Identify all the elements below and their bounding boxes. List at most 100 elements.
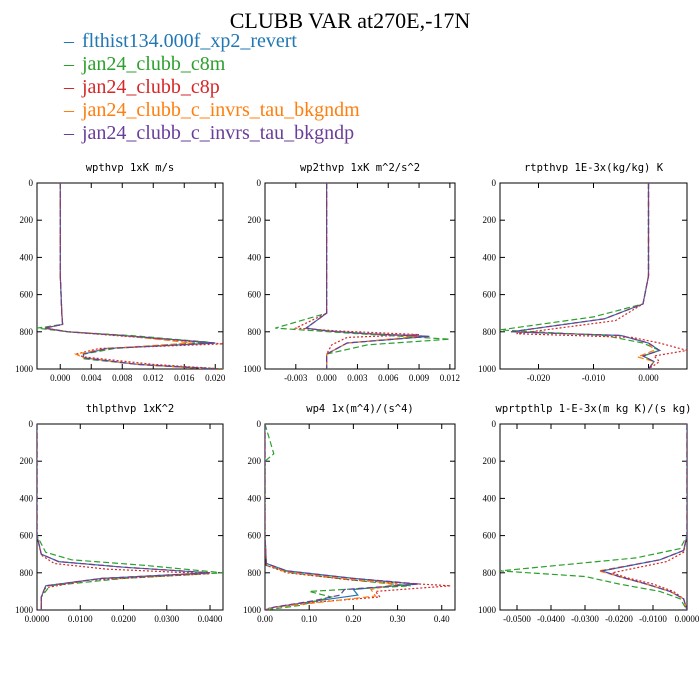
legend-dash: – — [64, 30, 74, 52]
y-tick-label: 800 — [20, 327, 34, 337]
series-line — [44, 183, 223, 369]
y-tick-label: 800 — [248, 327, 262, 337]
series-line — [265, 424, 411, 610]
x-tick-label: 0.020 — [205, 373, 226, 383]
x-tick-label: 0.008 — [112, 373, 133, 383]
x-tick-label: 0.0200 — [111, 614, 136, 624]
x-tick-label: 0.20 — [345, 614, 361, 624]
y-tick-label: 1000 — [15, 605, 34, 615]
legend-item: – flthist134.000f_xp2_revert — [64, 30, 360, 53]
x-tick-label: 0.0300 — [154, 614, 179, 624]
x-tick-label: -0.0400 — [537, 614, 565, 624]
y-tick-label: 400 — [20, 252, 34, 262]
y-tick-label: 200 — [248, 215, 262, 225]
legend-label: jan24_clubb_c_invrs_tau_bkgndm — [82, 99, 360, 121]
series-line — [44, 183, 208, 369]
series-line — [516, 183, 687, 369]
x-tick-label: -0.010 — [582, 373, 606, 383]
plot-panel: wpthvp 1xK m/s 0 200 400 600 800 1000 0.000 0.00… — [15, 162, 226, 383]
x-tick-label: 0.10 — [301, 614, 317, 624]
series-line — [37, 424, 211, 610]
series-line — [304, 183, 420, 369]
series-line — [609, 424, 687, 610]
y-tick-label: 800 — [483, 568, 497, 578]
legend-label: jan24_clubb_c8m — [82, 53, 226, 75]
plot-title: thlpthvp 1xK^2 — [86, 403, 175, 415]
x-tick-label: 0.016 — [174, 373, 195, 383]
y-tick-label: 800 — [483, 327, 497, 337]
legend-dash: – — [64, 99, 74, 121]
y-tick-label: 600 — [20, 290, 34, 300]
plot-panel: rtpthvp 1E-3x(kg/kg) K 0 200 400 600 800 1000 -… — [478, 162, 688, 383]
legend-item: – jan24_clubb_c8m — [64, 53, 360, 76]
series-line — [510, 183, 661, 369]
x-tick-label: 0.0100 — [68, 614, 93, 624]
y-tick-label: 0 — [29, 178, 34, 188]
series-line — [304, 183, 430, 369]
legend-label: flthist134.000f_xp2_revert — [82, 30, 297, 52]
x-tick-label: -0.003 — [284, 373, 308, 383]
legend-item: – jan24_clubb_c_invrs_tau_bkgndp — [64, 122, 360, 145]
x-tick-label: 0.012 — [440, 373, 460, 383]
x-tick-label: 0.0400 — [198, 614, 223, 624]
y-tick-label: 1000 — [478, 605, 497, 615]
x-tick-label: 0.000 — [638, 373, 659, 383]
y-tick-label: 1000 — [478, 364, 497, 374]
plot-title: rtpthvp 1E-3x(kg/kg) K — [524, 162, 664, 174]
series-line — [599, 424, 687, 610]
legend-dash: – — [64, 122, 74, 144]
series-line — [598, 424, 687, 610]
legend-item: – jan24_clubb_c8p — [64, 76, 360, 99]
x-tick-label: 0.40 — [434, 614, 450, 624]
legend-dash: – — [64, 76, 74, 98]
x-tick-label: 0.009 — [409, 373, 430, 383]
y-tick-label: 200 — [20, 456, 34, 466]
y-tick-label: 1000 — [243, 364, 262, 374]
y-tick-label: 600 — [20, 531, 34, 541]
plot-title: wp2thvp 1xK m^2/s^2 — [300, 162, 420, 174]
series-line — [500, 424, 687, 610]
y-tick-label: 1000 — [243, 605, 262, 615]
series-line — [265, 424, 420, 610]
series-line — [293, 183, 420, 369]
x-tick-label: 0.006 — [378, 373, 399, 383]
y-tick-label: 200 — [483, 456, 497, 466]
x-tick-label: 0.00 — [257, 614, 273, 624]
plot-frame — [36, 182, 224, 370]
x-tick-label: -0.0300 — [571, 614, 599, 624]
series-line — [37, 424, 223, 610]
page-title: CLUBB VAR at270E,-17N — [229, 8, 471, 33]
legend-label: jan24_clubb_c_invrs_tau_bkgndp — [82, 122, 355, 144]
x-tick-label: 0.000 — [316, 373, 337, 383]
x-tick-label: -0.0500 — [503, 614, 531, 624]
series-line — [510, 183, 661, 369]
x-tick-label: -0.0100 — [639, 614, 667, 624]
legend-item: – jan24_clubb_c_invrs_tau_bkgndm — [64, 99, 360, 122]
plot-frame — [264, 423, 456, 611]
x-tick-label: 0.003 — [347, 373, 368, 383]
legend-label: jan24_clubb_c8p — [82, 76, 220, 98]
y-tick-label: 0 — [257, 419, 262, 429]
y-tick-label: 200 — [483, 215, 497, 225]
y-tick-label: 600 — [248, 290, 262, 300]
legend: – flthist134.000f_xp2_revert – jan24_clubb… — [64, 30, 360, 145]
series-line — [37, 424, 211, 610]
y-tick-label: 0 — [492, 419, 497, 429]
plot-frame — [36, 423, 224, 611]
x-tick-label: -0.020 — [527, 373, 551, 383]
plot-frame — [499, 182, 688, 370]
plot-title: wp4 1x(m^4)/(s^4) — [306, 403, 413, 415]
plot-frame — [499, 423, 688, 611]
y-tick-label: 0 — [257, 178, 262, 188]
series-line — [500, 183, 662, 369]
y-tick-label: 600 — [483, 290, 497, 300]
y-tick-label: 0 — [492, 178, 497, 188]
y-tick-label: 600 — [483, 531, 497, 541]
plot-panel: wprtpthlp 1-E-3x(m kg K)/(s kg) 0 200 400 60… — [478, 403, 700, 624]
x-tick-label: 0.004 — [81, 373, 102, 383]
x-tick-label: -0.0200 — [605, 614, 633, 624]
legend-dash: – — [64, 53, 74, 75]
x-tick-label: 0.30 — [390, 614, 406, 624]
series-line — [265, 424, 398, 610]
